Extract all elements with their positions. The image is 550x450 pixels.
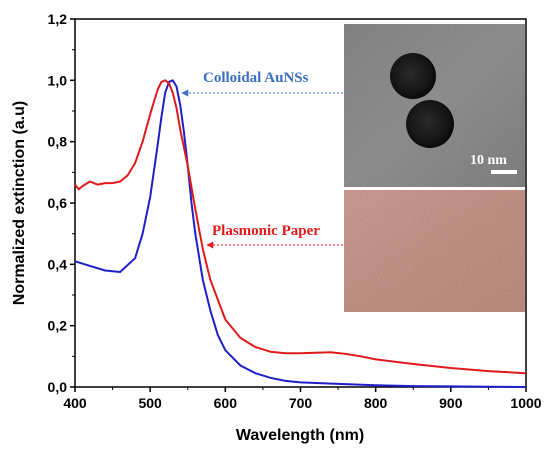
scale-bar xyxy=(491,170,517,174)
annotation-colloidal: Colloidal AuNSs xyxy=(181,70,343,97)
annotation-label-colloidal: Colloidal AuNSs xyxy=(203,70,309,86)
series-line-colloidal xyxy=(74,79,527,388)
x-tick-label: 800 xyxy=(364,395,388,411)
y-tick-label: 0,2 xyxy=(48,318,68,334)
x-tick-label: 400 xyxy=(63,395,87,411)
series-line-plasmonic xyxy=(74,79,527,375)
x-tick-label: 500 xyxy=(138,395,162,411)
nanoparticle-2 xyxy=(406,100,454,148)
y-tick-label: 1,0 xyxy=(48,72,68,88)
scale-bar-label: 10 nm xyxy=(470,153,507,168)
y-tick-label: 0,6 xyxy=(48,195,68,211)
y-tick-label: 0,4 xyxy=(48,256,68,272)
series-layer xyxy=(74,79,527,388)
annotation-label-plasmonic: Plasmonic Paper xyxy=(212,223,320,239)
x-axis-title: Wavelength (nm) xyxy=(236,427,364,444)
y-tick-label: 0,8 xyxy=(48,134,68,150)
y-axis-title: Normalized extinction (a.u) xyxy=(11,101,28,305)
x-tick-label: 700 xyxy=(289,395,313,411)
x-tick-label: 900 xyxy=(439,395,463,411)
x-tick-label: 600 xyxy=(214,395,238,411)
y-tick-label: 1,2 xyxy=(48,11,68,27)
y-tick-label: 0,0 xyxy=(48,379,68,395)
paper-photo xyxy=(344,190,525,312)
tem-image: 10 nm xyxy=(344,24,525,187)
y-axis: 0,0 0,2 0,4 0,6 0,8 1,0 1,2 xyxy=(48,11,75,395)
nanoparticle-1 xyxy=(390,53,436,99)
x-tick-label: 1000 xyxy=(510,395,541,411)
x-axis: 400 500 600 700 800 900 1000 xyxy=(63,387,542,411)
annotation-plasmonic: Plasmonic Paper xyxy=(206,223,343,249)
